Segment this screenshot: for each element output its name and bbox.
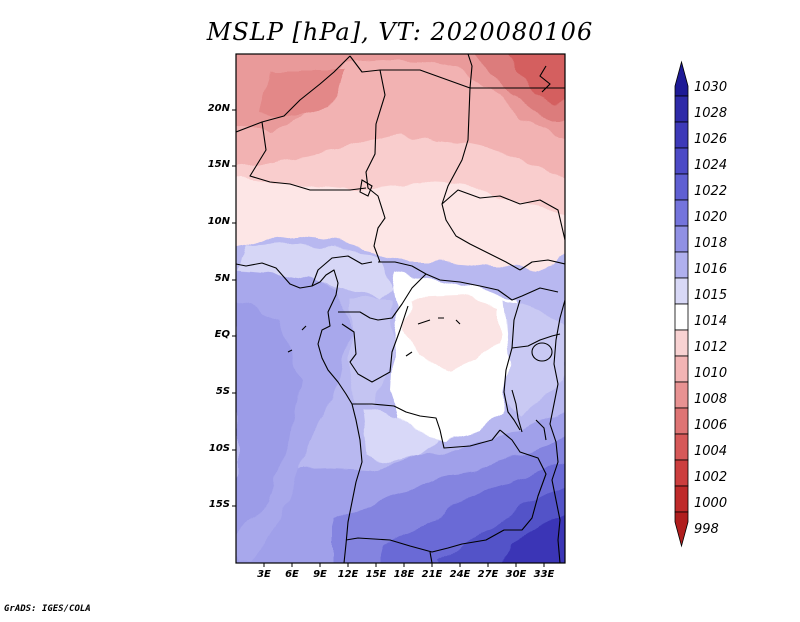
lon-label: 12E	[337, 569, 359, 580]
border-uganda-kenya	[511, 333, 561, 349]
lat-label: 5S	[215, 386, 230, 397]
lake-victoria	[531, 342, 553, 362]
border-sudan-chad	[441, 87, 521, 271]
colorbar-swatch	[674, 485, 689, 513]
coastline-east	[549, 299, 565, 563]
colorbar-swatch	[674, 147, 689, 175]
colorbar-label: 1026	[694, 132, 728, 147]
field-1016-gabon	[350, 300, 395, 410]
colorbar-label: 1016	[694, 262, 728, 277]
border-sudan-ssudan	[441, 189, 565, 241]
axis-ticks	[232, 109, 545, 567]
colorbar-label: 1022	[694, 184, 728, 199]
colorbar-swatch	[674, 121, 689, 149]
colorbar-label: 1008	[694, 392, 728, 407]
colorbar-label: 998	[694, 522, 719, 537]
grads-credit: GrADS: IGES/COLA	[4, 604, 91, 614]
colorbar-swatch	[674, 433, 689, 461]
field-1006-sahara	[260, 70, 345, 118]
borders	[236, 54, 565, 563]
pressure-field	[236, 54, 565, 563]
lon-label: 33E	[533, 569, 555, 580]
field-1015-angola	[360, 410, 440, 462]
colorbar-label: 1002	[694, 470, 728, 485]
colorbar-swatch	[674, 199, 689, 227]
colorbar-swatch	[674, 355, 689, 383]
field-1026	[498, 514, 565, 563]
colorbar-swatch	[674, 95, 689, 123]
colorbar-label: 1006	[694, 418, 728, 433]
lake-tanganyika	[511, 389, 523, 433]
colorbar-swatch	[674, 60, 689, 97]
colorbar-label: 1015	[694, 288, 728, 303]
colorbar-swatch	[674, 173, 689, 201]
colorbar-swatch	[674, 381, 689, 409]
border-nigeria-cameroon	[311, 255, 373, 287]
colorbar-label: 1018	[694, 236, 728, 251]
colorbar-label: 1020	[694, 210, 728, 225]
coastline-west	[236, 262, 363, 563]
lat-label: 20N	[207, 103, 230, 114]
map-frame	[235, 53, 566, 564]
colorbar-swatch	[674, 511, 689, 548]
lat-label: 10S	[208, 443, 230, 454]
lon-label: 18E	[393, 569, 415, 580]
nile-delta-coast	[539, 65, 551, 93]
colorbar-label: 1004	[694, 444, 728, 459]
field-1018b-ocean	[236, 300, 300, 540]
colorbar-label: 1028	[694, 106, 728, 121]
colorbar-swatch	[674, 251, 689, 279]
colorbar-label: 1012	[694, 340, 728, 355]
field-1012-congo	[405, 298, 500, 370]
colorbar-label: 1014	[694, 314, 728, 329]
lon-label: 24E	[449, 569, 471, 580]
lake-chad	[359, 179, 373, 197]
colorbar-label: 1030	[694, 80, 728, 95]
border-zambia	[345, 429, 547, 553]
islands-rivers	[287, 317, 461, 357]
lake-malawi	[535, 419, 547, 441]
border-car	[378, 261, 559, 301]
colorbar-swatch	[674, 459, 689, 487]
colorbar-label: 1010	[694, 366, 728, 381]
colorbar-swatch	[674, 277, 689, 305]
border-gabon-congo	[341, 305, 409, 383]
field-1015	[240, 244, 392, 300]
colorbar-swatch	[674, 225, 689, 253]
border-ssudan-ethiopia	[519, 259, 565, 271]
colorbar	[674, 60, 689, 548]
lat-label: 15N	[207, 159, 230, 170]
colorbar-label: 1000	[694, 496, 728, 511]
lat-label: 5N	[214, 273, 230, 284]
lon-label: 9E	[313, 569, 327, 580]
lon-label: 15E	[365, 569, 387, 580]
lon-label: 21E	[421, 569, 443, 580]
colorbar-swatch	[674, 329, 689, 357]
field-1016-east	[505, 300, 565, 415]
lat-label: EQ	[214, 329, 230, 340]
colorbar-swatch	[674, 407, 689, 435]
border-drc-east	[503, 299, 521, 431]
border-cameroon-congo	[338, 273, 427, 321]
colorbar-label: 1024	[694, 158, 728, 173]
lon-label: 30E	[505, 569, 527, 580]
map-title: MSLP [hPa], VT: 2020080106	[206, 18, 594, 46]
border-mali-niger	[249, 121, 367, 191]
lon-label: 27E	[477, 569, 499, 580]
field-1004-1002	[510, 54, 565, 102]
lon-label: 3E	[257, 569, 271, 580]
lakes	[287, 65, 553, 441]
border-angola-drc	[352, 403, 501, 449]
colorbar-swatch	[674, 303, 689, 331]
border-libya	[349, 54, 473, 89]
lon-label: 6E	[285, 569, 299, 580]
border-south	[429, 551, 433, 563]
lat-label: 10N	[207, 216, 230, 227]
border-niger-chad	[365, 69, 386, 263]
lat-label: 15S	[208, 499, 230, 510]
